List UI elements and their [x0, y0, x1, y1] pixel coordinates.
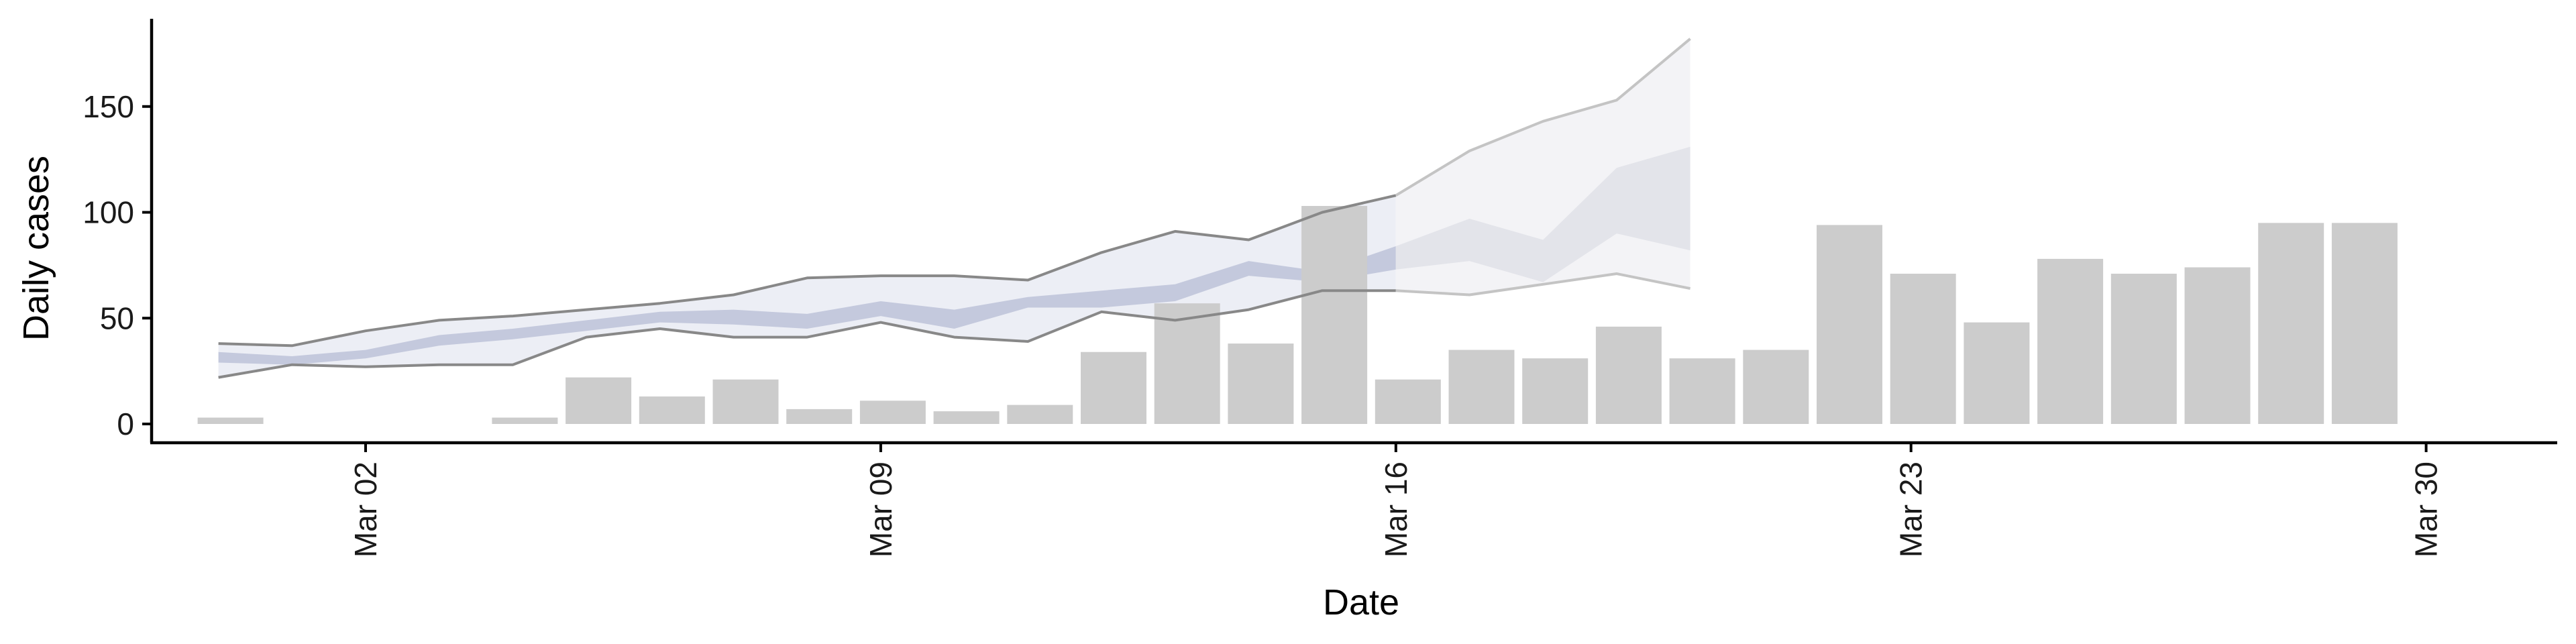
- bar-2020-03-16: [1375, 379, 1441, 424]
- bar-2020-03-25: [2037, 258, 2104, 424]
- bar-2020-03-19: [1595, 326, 1662, 424]
- y-axis-ticks: 0 50 100 150: [83, 89, 152, 441]
- x-tick-label-2020-03-16: Mar 16: [1379, 462, 1413, 557]
- y-tick-label-150: 150: [83, 89, 134, 124]
- bar-2020-03-17: [1448, 350, 1515, 424]
- bound-lines: [218, 38, 1691, 379]
- bar-2020-03-20: [1669, 358, 1735, 424]
- bar-2020-03-21: [1743, 350, 1809, 424]
- nowcast-bands: [218, 38, 1690, 378]
- bar-2020-03-15: [1301, 206, 1368, 424]
- x-axis-ticks: Mar 02 Mar 09 Mar 16 Mar 23 Mar 30: [348, 443, 2444, 557]
- inner-band-late: [1395, 146, 1690, 282]
- bar-2020-03-13: [1154, 303, 1220, 424]
- upper-bound-line-early: [218, 194, 1397, 347]
- y-tick-label-50: 50: [100, 301, 134, 335]
- bar-2020-03-26: [2110, 274, 2177, 424]
- x-tick-label-2020-03-02: Mar 02: [348, 462, 383, 557]
- axes: 0 50 100 150 Mar 02 Mar 09 Mar 16 Mar 23 Mar 30: [83, 19, 2557, 557]
- x-axis-title: Date: [1323, 582, 1399, 623]
- y-tick-label-0: 0: [117, 407, 134, 441]
- bar-2020-03-09: [859, 400, 926, 424]
- bar-2020-03-14: [1228, 343, 1294, 424]
- lower-bound-line-early: [218, 289, 1396, 379]
- bar-2020-03-04: [492, 417, 558, 424]
- y-tick-label-100: 100: [83, 195, 134, 230]
- bar-2020-03-18: [1522, 358, 1589, 424]
- bar-2020-03-22: [1817, 225, 1882, 424]
- bar-2020-03-23: [1890, 274, 1956, 424]
- bar-2020-03-07: [712, 379, 779, 424]
- bar-2020-03-27: [2184, 267, 2251, 424]
- inner-band-early: [218, 246, 1396, 365]
- x-tick-label-2020-03-23: Mar 23: [1894, 462, 1929, 557]
- daily-case-bars: [197, 206, 2398, 424]
- bar-2020-03-08: [786, 409, 853, 424]
- bar-2020-03-11: [1007, 405, 1073, 424]
- bar-2020-03-06: [639, 396, 705, 424]
- bar-2020-02-29: [197, 417, 264, 424]
- bar-2020-03-28: [2258, 223, 2324, 424]
- x-tick-label-2020-03-09: Mar 09: [863, 462, 898, 557]
- x-tick-label-2020-03-30: Mar 30: [2409, 462, 2444, 557]
- bar-2020-03-24: [1964, 322, 2030, 424]
- y-axis-title: Daily cases: [16, 156, 56, 341]
- lower-bound-line-late: [1395, 272, 1690, 297]
- bar-2020-03-12: [1081, 352, 1146, 424]
- upper-bound-line-late: [1395, 38, 1691, 197]
- bar-2020-03-10: [933, 411, 1000, 424]
- bar-2020-03-29: [2331, 223, 2398, 424]
- bar-2020-03-05: [566, 377, 632, 424]
